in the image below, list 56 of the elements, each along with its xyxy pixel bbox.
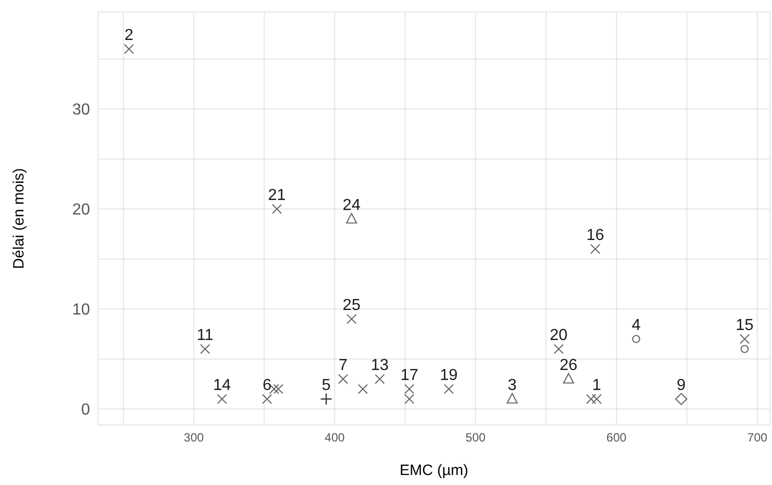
point <box>273 384 284 394</box>
annotation: 26 <box>560 357 578 374</box>
point <box>740 334 750 344</box>
annotation: 7 <box>338 357 348 374</box>
x-tick-label: 700 <box>747 430 768 445</box>
y-tick-label: 20 <box>72 202 90 219</box>
point <box>590 244 600 254</box>
annotation: 15 <box>736 317 754 334</box>
point <box>632 334 640 344</box>
annotation: 17 <box>400 367 418 384</box>
annotation: 4 <box>632 317 641 334</box>
x-axis-title: EMC (µm) <box>400 462 468 479</box>
point <box>592 394 602 404</box>
point <box>586 394 596 404</box>
annotation: 21 <box>268 187 286 204</box>
point <box>374 374 385 384</box>
annotation: 25 <box>342 297 361 314</box>
annotation: 6 <box>262 377 272 394</box>
y-tick-label: 10 <box>72 302 90 319</box>
x-tick-label: 500 <box>466 430 486 445</box>
point <box>320 392 332 406</box>
point <box>124 44 134 54</box>
point <box>740 344 749 354</box>
point <box>216 394 228 404</box>
y-axis-title: Délai (en mois) <box>10 168 28 269</box>
x-tick-label: 600 <box>606 430 627 445</box>
y-tick-label: 0 <box>81 402 90 419</box>
point <box>675 392 688 406</box>
point <box>404 394 414 404</box>
annotation: 16 <box>586 227 604 244</box>
point <box>554 344 564 354</box>
point <box>404 384 414 394</box>
point <box>444 384 454 394</box>
annotation: 14 <box>213 377 231 394</box>
annotation: 2 <box>124 27 134 44</box>
point <box>200 344 210 354</box>
point <box>346 314 357 324</box>
point <box>338 374 348 384</box>
point <box>506 392 518 404</box>
annotation: 20 <box>550 327 568 344</box>
point <box>262 394 272 404</box>
y-tick-label: 30 <box>72 102 90 119</box>
x-tick-label: 400 <box>324 430 346 445</box>
annotation: 1 <box>592 377 602 394</box>
x-tick-label: 300 <box>184 430 204 445</box>
annotation: 13 <box>370 357 389 374</box>
point <box>358 384 368 394</box>
point <box>346 212 358 224</box>
annotation: 19 <box>440 367 458 384</box>
annotation: 5 <box>322 377 331 394</box>
annotation: 9 <box>676 377 686 394</box>
point <box>562 372 574 384</box>
annotation: 24 <box>342 197 361 214</box>
annotation: 3 <box>508 377 517 394</box>
annotation: 11 <box>196 327 214 344</box>
point <box>272 204 282 214</box>
